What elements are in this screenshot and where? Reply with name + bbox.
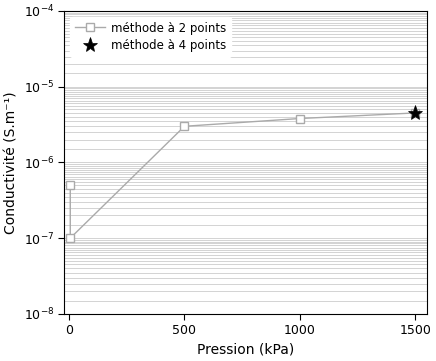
- méthode à 2 points: [68, 236, 73, 240]
- méthode à 2 points: [68, 183, 73, 187]
- Legend: méthode à 2 points, méthode à 4 points: méthode à 2 points, méthode à 4 points: [70, 17, 231, 57]
- X-axis label: Pression (kPa): Pression (kPa): [197, 343, 294, 357]
- méthode à 2 points: [182, 124, 187, 129]
- Line: méthode à 2 points: méthode à 2 points: [66, 109, 419, 242]
- méthode à 2 points: [412, 111, 418, 115]
- Y-axis label: Conductivité (S.m⁻¹): Conductivité (S.m⁻¹): [4, 91, 18, 234]
- méthode à 2 points: [297, 116, 303, 121]
